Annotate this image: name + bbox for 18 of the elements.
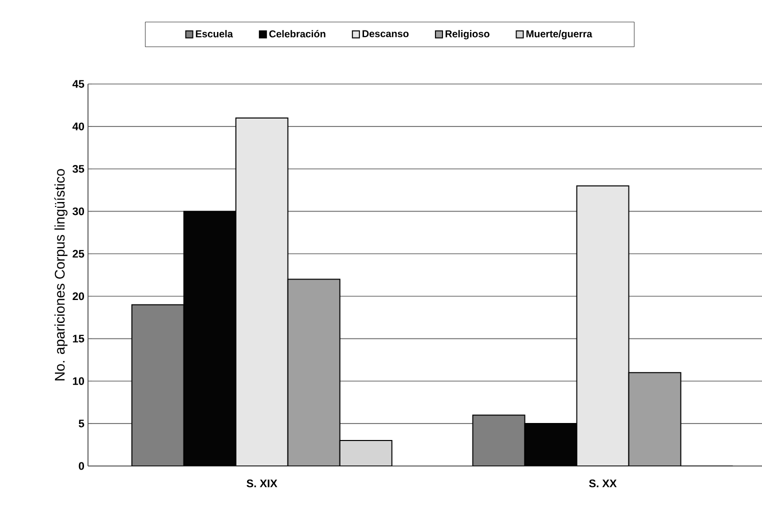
y-tick-label: 45 [72,80,84,88]
y-tick-label: 10 [72,377,84,385]
y-tick-label: 0 [78,462,84,470]
legend-label: Celebración [269,30,326,38]
legend-label: Descanso [362,30,409,38]
legend-label: Muerte/guerra [526,30,592,40]
y-tick-label: 15 [72,334,84,342]
x-tick-label: S. XX [589,480,617,488]
x-tick-label: S. XIX [246,480,278,488]
y-tick-label: 5 [78,420,84,428]
legend-label: Religioso [446,30,490,40]
y-tick-label: 20 [72,292,84,300]
legend-label: Escuela [196,30,233,38]
y-axis-title: No. apariciones Corpus lingüístico [54,169,68,380]
y-tick-label: 25 [72,250,84,258]
y-tick-label: 30 [72,207,84,216]
y-tick-label: 35 [72,165,84,173]
y-tick-label: 40 [72,122,84,130]
